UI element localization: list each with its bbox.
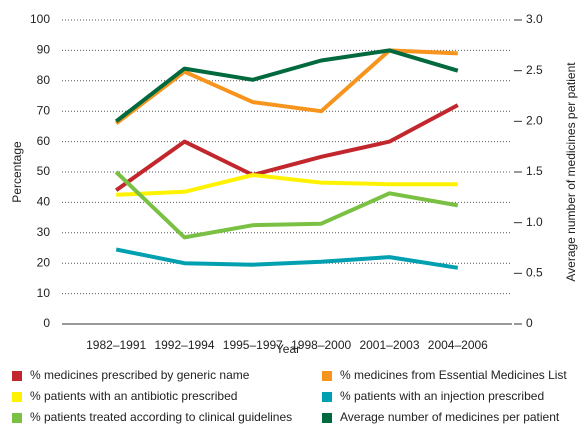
legend-swatch: [322, 392, 332, 402]
y2-tick-label: 0.5: [526, 266, 543, 280]
y-axis-label: Percentage: [10, 141, 24, 203]
legend-label: % medicines prescribed by generic name: [30, 368, 250, 382]
y2-tick-label: 3.0: [526, 12, 543, 26]
legend-label: % patients with an injection prescribed: [340, 389, 544, 403]
y2-tick-label: 2.5: [526, 63, 543, 77]
legend-swatch: [12, 371, 22, 381]
y2-tick-label: 2.0: [526, 114, 543, 128]
series-line: [115, 103, 459, 192]
series-line: [116, 173, 458, 197]
x-axis-label: Year: [276, 342, 300, 356]
x-tick-label: 1998–2000: [291, 338, 351, 352]
x-tick-label: 2004–2006: [428, 338, 488, 352]
x-tick-label: 1992–1994: [154, 338, 214, 352]
legend-label: % medicines from Essential Medicines Lis…: [340, 368, 567, 382]
y-tick-label: 60: [37, 134, 51, 148]
x-tick-label: 1982–1991: [86, 338, 146, 352]
series-line: [114, 170, 459, 240]
y-tick-label: 70: [37, 103, 51, 117]
series-line: [114, 48, 459, 123]
legend-swatch: [322, 413, 332, 423]
y-tick-label: 30: [37, 225, 51, 239]
y-tick-label: 50: [37, 164, 51, 178]
y-tick-label: 80: [37, 73, 51, 87]
y-tick-label: 40: [37, 195, 51, 209]
y-tick-label: 20: [37, 255, 51, 269]
y-tick-label: 0: [43, 316, 50, 330]
x-tick-label: 1995–1997: [223, 338, 283, 352]
legend-label: % patients treated according to clinical…: [30, 410, 292, 424]
series-line: [115, 247, 459, 270]
series-line: [114, 48, 458, 125]
legend-label: % patients with an antibiotic prescribed: [30, 389, 237, 403]
y2-tick-label: 1.0: [526, 215, 543, 229]
legend-swatch: [12, 413, 22, 423]
legend-swatch: [12, 392, 22, 402]
y2-tick-label: 0: [526, 316, 533, 330]
y2-axis-label: Average number of medicines per patient: [564, 62, 578, 282]
y-tick-label: 90: [37, 43, 51, 57]
legend-swatch: [322, 371, 332, 381]
y-tick-label: 100: [30, 12, 50, 26]
legend-label: Average number of medicines per patient: [340, 410, 560, 424]
y-tick-label: 10: [37, 286, 51, 300]
y2-tick-label: 1.5: [526, 164, 543, 178]
x-tick-label: 2001–2003: [359, 338, 419, 352]
